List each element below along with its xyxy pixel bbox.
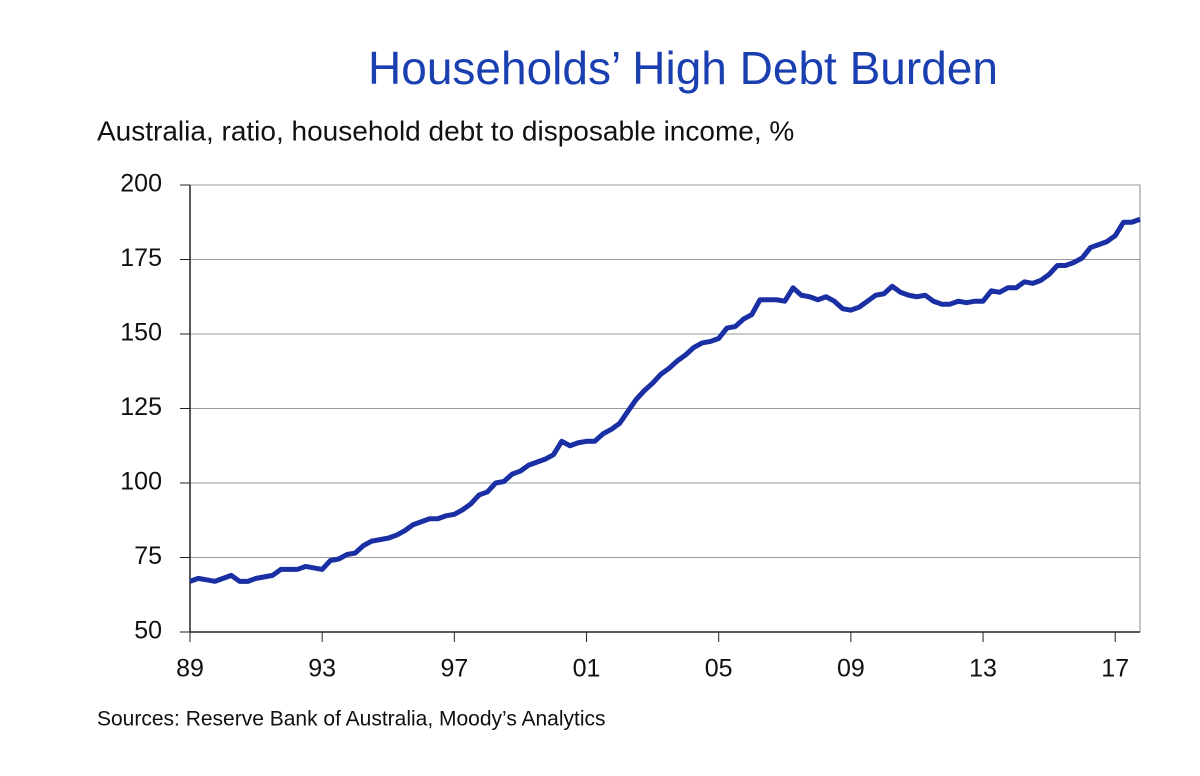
y-tick-label: 100 [120, 468, 162, 496]
chart-subtitle: Australia, ratio, household debt to disp… [97, 115, 794, 146]
y-tick-label: 175 [120, 244, 162, 272]
chart-title: Households’ High Debt Burden [368, 42, 998, 94]
x-tick-label: 89 [176, 655, 204, 683]
source-note: Sources: Reserve Bank of Australia, Mood… [97, 708, 606, 731]
x-tick-label: 97 [440, 655, 468, 683]
y-tick-label: 75 [134, 542, 162, 570]
x-tick-label: 01 [573, 655, 601, 683]
x-tick-label: 93 [308, 655, 336, 683]
x-tick-label: 17 [1101, 655, 1129, 683]
data-line [189, 216, 1141, 584]
y-tick-label: 200 [120, 170, 162, 198]
y-tick-label: 125 [120, 393, 162, 421]
x-tick-label: 05 [705, 655, 733, 683]
x-tick-label: 13 [969, 655, 997, 683]
y-tick-label: 50 [134, 617, 162, 645]
x-tick-label: 09 [837, 655, 865, 683]
y-tick-label: 150 [120, 319, 162, 347]
